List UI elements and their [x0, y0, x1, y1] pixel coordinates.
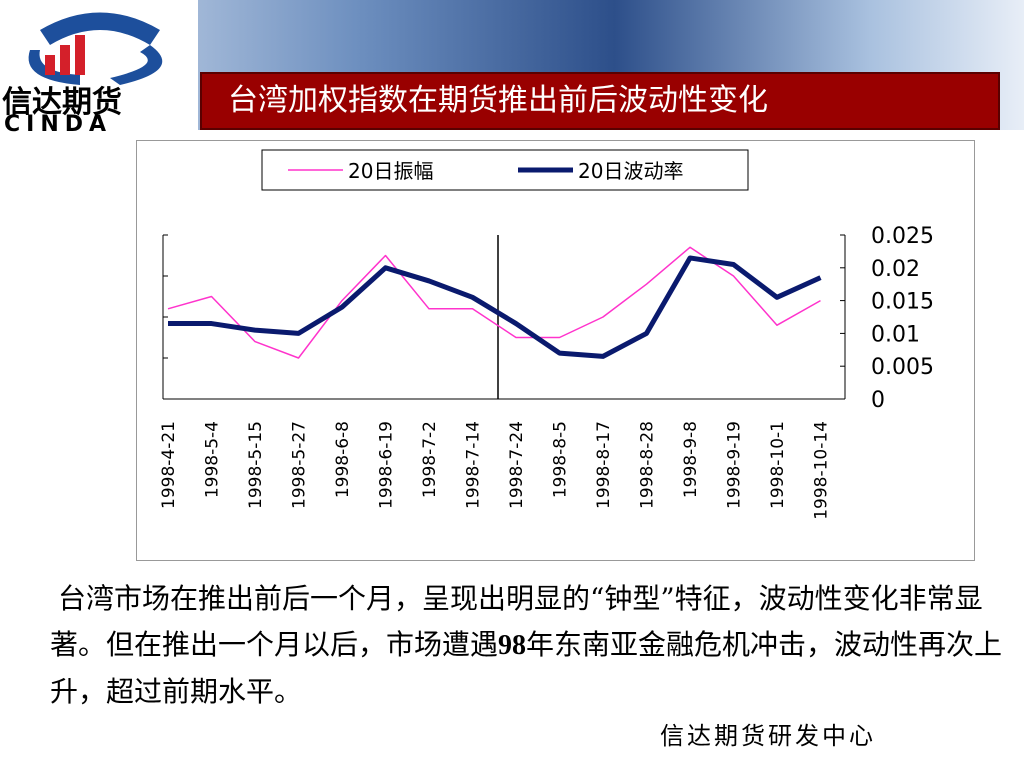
x-tick-label: 1998-7-2 [420, 421, 440, 498]
x-tick-label: 1998-5-4 [203, 421, 223, 498]
logo-text: 信达期货 [2, 85, 122, 120]
logo-graphic: 信达期货 CINDA [2, 12, 163, 137]
x-tick-label: 1998-9-19 [725, 421, 745, 509]
x-tick-label: 1998-8-28 [638, 421, 658, 509]
x-tick-label: 1998-8-17 [594, 421, 614, 509]
paragraph: 台湾市场在推出前后一个月，呈现出明显的“钟型”特征，波动性变化非常显著。但在推出… [50, 576, 1010, 715]
logo: 信达期货 CINDA [0, 0, 198, 137]
footer: 信达期货研发中心 [660, 722, 876, 750]
series-line [168, 255, 822, 359]
y2-tick-label: 0.02 [871, 257, 920, 282]
x-tick-label: 1998-6-8 [333, 421, 353, 498]
chart: 00.050.10.150.200.0050.010.0150.020.0251… [136, 140, 975, 561]
x-tick-label: 1998-10-14 [812, 421, 832, 520]
legend [261, 149, 749, 191]
y2-tick-label: 0.01 [871, 322, 920, 347]
y2-tick-label: 0.005 [871, 355, 934, 380]
x-tick-label: 1998-5-27 [290, 421, 310, 509]
y2-tick-label: 0.025 [871, 224, 934, 249]
y2-tick-label: 0 [871, 388, 885, 413]
paragraph-number: 98 [498, 630, 527, 661]
legend-label: 20日波动率 [578, 159, 683, 183]
x-tick-label: 1998-9-8 [681, 421, 701, 498]
x-tick-label: 1998-7-24 [507, 421, 527, 509]
logo-latin: CINDA [4, 112, 112, 132]
x-tick-label: 1998-8-5 [551, 421, 571, 498]
x-tick-label: 1998-7-14 [464, 421, 484, 509]
legend-label: 20日振幅 [348, 159, 433, 183]
x-tick-label: 1998-6-19 [377, 421, 397, 509]
slide-title: 台湾加权指数在期货推出前后波动性变化 [200, 72, 1000, 130]
paragraph-text: 台湾市场在推出前后一个月，呈现出明显的“钟型”特征，波动性变化非常显著。但在推出… [50, 582, 983, 661]
y2-tick-label: 0.015 [871, 290, 934, 315]
x-tick-label: 1998-10-1 [768, 421, 788, 509]
x-tick-label: 1998-4-21 [159, 421, 179, 509]
x-tick-label: 1998-5-15 [246, 421, 266, 509]
paragraph-text: 年东南亚金融危机冲击，波动性再次上升，超过前期水平。 [50, 628, 1003, 708]
